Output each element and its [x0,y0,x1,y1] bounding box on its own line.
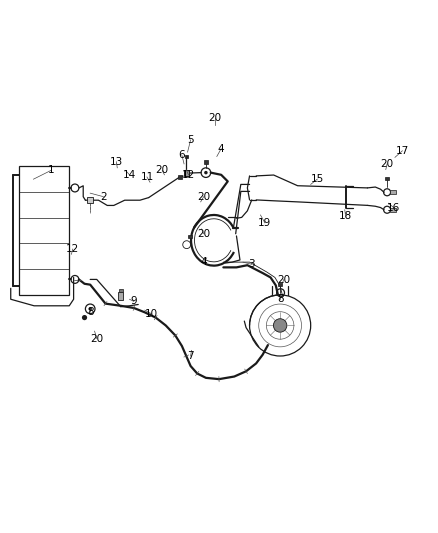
Text: 20: 20 [381,159,394,169]
Bar [184,155,188,158]
Circle shape [204,171,208,174]
Text: 3: 3 [248,260,255,269]
Bar [204,160,208,164]
Text: 17: 17 [396,146,409,156]
Text: 1: 1 [48,165,54,175]
Text: 14: 14 [123,170,136,180]
Bar [177,175,182,179]
Bar [385,176,389,180]
Text: 4: 4 [201,257,207,267]
Text: 2: 2 [100,192,106,201]
Text: 5: 5 [187,135,194,145]
Text: 20: 20 [197,192,210,201]
Bar [279,282,282,286]
Text: 11: 11 [140,172,154,182]
Text: 8: 8 [87,308,93,317]
Text: 20: 20 [197,229,210,239]
Bar [119,289,123,292]
Text: 10: 10 [145,309,158,319]
Text: 19: 19 [258,218,272,228]
Text: 20: 20 [208,113,221,123]
Bar [87,197,93,203]
Circle shape [273,319,287,332]
Text: 4: 4 [218,143,225,154]
Text: 6: 6 [179,150,185,160]
Text: 20: 20 [277,274,290,285]
Text: 13: 13 [110,157,123,167]
Text: 12: 12 [182,170,195,180]
Bar [188,235,192,238]
Circle shape [82,315,87,320]
Text: 16: 16 [387,203,400,213]
Text: 9: 9 [131,296,137,306]
Bar [19,166,69,295]
Text: 20: 20 [90,334,103,344]
Text: 15: 15 [311,174,324,184]
Bar [390,190,396,195]
Circle shape [88,307,92,311]
Bar [184,171,189,176]
Text: 18: 18 [339,211,352,221]
Text: 7: 7 [187,351,194,361]
Bar [390,207,396,212]
Text: 8: 8 [277,294,283,304]
Bar [118,292,124,300]
Text: 12: 12 [66,244,79,254]
Text: 20: 20 [155,165,169,175]
